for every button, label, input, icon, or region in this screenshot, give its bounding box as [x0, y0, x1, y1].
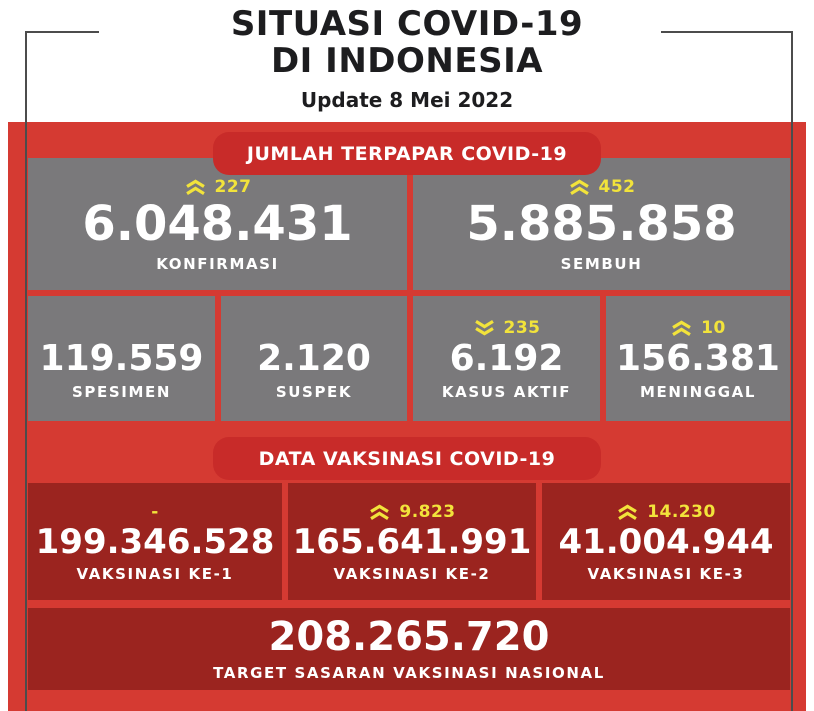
header: SITUASI COVID-19 DI INDONESIA Update 8 M… [0, 4, 814, 113]
stat-value: 156.381 [616, 338, 780, 380]
double-chevron-down-icon [473, 320, 496, 336]
stat-value: 5.885.858 [466, 196, 737, 253]
stat-value: 165.641.991 [292, 522, 532, 563]
delta-row: 235 [473, 316, 541, 340]
stat-label: SUSPEK [275, 382, 353, 401]
stat-label: VAKSINASI KE-2 [333, 564, 491, 583]
stat-card-sembuh: 452 5.885.858 SEMBUH [413, 158, 790, 290]
stat-card-konfirmasi: 227 6.048.431 KONFIRMASI [28, 158, 407, 290]
delta-value: 452 [598, 177, 636, 198]
delta-value: 227 [214, 177, 252, 198]
stat-label: TARGET SASARAN VAKSINASI NASIONAL [213, 663, 605, 682]
delta-value: 10 [701, 318, 726, 339]
delta-row: - [151, 500, 159, 524]
section-badge-terpapar: JUMLAH TERPAPAR COVID-19 [213, 132, 601, 175]
double-chevron-up-icon [184, 179, 207, 196]
stat-label: SEMBUH [560, 254, 643, 273]
stat-card-suspek: 2.120 SUSPEK [221, 296, 407, 421]
delta-row: 452 [568, 175, 636, 199]
delta-row: 10 [670, 316, 726, 340]
double-chevron-up-icon [670, 320, 693, 337]
page-title-line1: SITUASI COVID-19 [230, 4, 584, 44]
stat-value: 6.048.431 [82, 196, 353, 253]
delta-row: 14.230 [616, 500, 716, 524]
stat-value: 6.192 [449, 338, 564, 380]
delta-value: 14.230 [647, 502, 716, 523]
stat-value: 208.265.720 [268, 614, 550, 661]
page-title-line2: DI INDONESIA [270, 40, 544, 81]
stat-card-spesimen: 119.559 SPESIMEN [28, 296, 215, 421]
frame-line-top-left [25, 31, 99, 33]
delta-value: 9.823 [399, 502, 456, 523]
stat-card-vaksinasi-ke2: 9.823 165.641.991 VAKSINASI KE-2 [288, 483, 536, 600]
double-chevron-up-icon [568, 179, 591, 196]
double-chevron-up-icon [616, 504, 639, 521]
stat-label: SPESIMEN [72, 382, 171, 401]
section-badge-vaksinasi: DATA VAKSINASI COVID-19 [213, 437, 601, 480]
stat-card-kasus-aktif: 235 6.192 KASUS AKTIF [413, 296, 600, 421]
delta-row: 9.823 [368, 500, 455, 524]
double-chevron-up-icon [368, 504, 391, 521]
stat-card-target-nasional: 208.265.720 TARGET SASARAN VAKSINASI NAS… [28, 608, 790, 690]
delta-value: 235 [503, 318, 541, 339]
stat-card-meninggal: 10 156.381 MENINGGAL [606, 296, 790, 421]
stat-card-vaksinasi-ke1: - 199.346.528 VAKSINASI KE-1 [28, 483, 282, 600]
stat-label: KONFIRMASI [156, 254, 279, 273]
section-badge-label: JUMLAH TERPAPAR COVID-19 [246, 142, 568, 165]
delta-row: 227 [184, 175, 252, 199]
section-badge-label: DATA VAKSINASI COVID-19 [258, 447, 556, 470]
stat-label: VAKSINASI KE-3 [587, 564, 745, 583]
stat-label: MENINGGAL [639, 382, 757, 401]
stat-value: 2.120 [257, 338, 371, 380]
frame-line-top-right [661, 31, 793, 33]
stat-value: 41.004.944 [558, 522, 774, 563]
delta-value: - [151, 502, 159, 523]
stat-value: 119.559 [39, 338, 204, 380]
stat-card-vaksinasi-ke3: 14.230 41.004.944 VAKSINASI KE-3 [542, 483, 790, 600]
stat-label: VAKSINASI KE-1 [76, 564, 234, 583]
frame-line-right [791, 31, 793, 711]
stat-value: 199.346.528 [35, 522, 275, 563]
stat-label: KASUS AKTIF [441, 382, 572, 401]
update-date: Update 8 Mei 2022 [300, 88, 514, 113]
frame-line-left [25, 31, 27, 711]
